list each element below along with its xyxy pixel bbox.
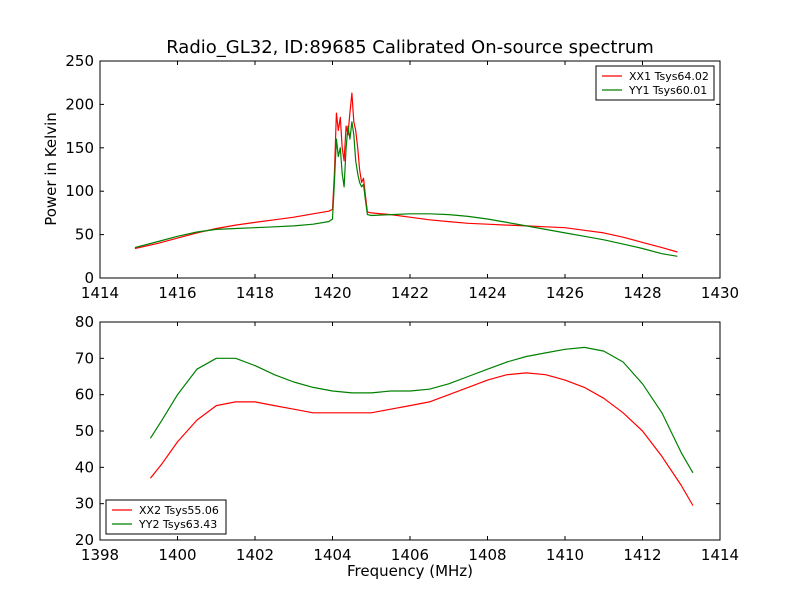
top-x-tick-label: 1422: [391, 284, 429, 302]
top-x-tick-label: 1414: [81, 284, 119, 302]
bottom-legend-box: [105, 499, 227, 535]
top-legend-box: [595, 65, 715, 101]
chart-title: Radio_GL32, ID:89685 Calibrated On-sourc…: [166, 37, 654, 58]
top-y-tick-label: 100: [65, 182, 94, 200]
bottom-series-2-line: [149, 346, 694, 474]
bottom-x-tick-label: 1400: [158, 546, 196, 564]
bottom-x-tick-label: 1398: [81, 546, 119, 564]
top-x-tick-label: 1424: [468, 284, 506, 302]
bottom-y-tick-label: 80: [75, 313, 94, 331]
bottom-y-tick-label: 20: [75, 531, 94, 549]
bottom-x-tick-label: 1410: [546, 546, 584, 564]
bottom-x-tick-label: 1412: [623, 546, 661, 564]
bottom-y-tick-label: 70: [75, 349, 94, 367]
top-x-tick-label: 1430: [701, 284, 739, 302]
bottom-series-1-line: [149, 372, 694, 506]
top-y-tick-label: 50: [75, 226, 94, 244]
bottom-legend-label-1: XX2 Tsys55.06: [139, 504, 219, 517]
bottom-x-tick-label: 1404: [313, 546, 351, 564]
top-legend-label-2: YY1 Tsys60.01: [628, 84, 707, 97]
top-panel: 1414 1416 1418 1420 1422 1424 1426 1428 1430 0 50 1…: [65, 52, 739, 302]
top-y-tick-label: 0: [84, 269, 94, 287]
bottom-x-tick-label: 1414: [701, 546, 739, 564]
bottom-legend-label-2: YY2 Tsys63.43: [138, 518, 217, 531]
bottom-panel: 1398 1400 1402 1404 1406 1408 1410 1412 1414 20 30…: [75, 313, 739, 564]
top-legend-label-1: XX1 Tsys64.02: [629, 70, 709, 83]
top-y-tick-label: 200: [65, 95, 94, 113]
bottom-x-tick-label: 1402: [236, 546, 274, 564]
bottom-x-tick-label: 1408: [468, 546, 506, 564]
bottom-y-tick-label: 40: [75, 458, 94, 476]
bottom-y-tick-label: 60: [75, 386, 94, 404]
top-series-2-line: [134, 121, 678, 257]
bottom-x-tick-label: 1406: [391, 546, 429, 564]
top-x-tick-label: 1428: [623, 284, 661, 302]
top-x-tick-label: 1420: [313, 284, 351, 302]
top-y-axis-label: Power in Kelvin: [42, 112, 60, 226]
top-x-tick-label: 1426: [546, 284, 584, 302]
top-y-tick-label: 250: [65, 52, 94, 70]
top-y-tick-label: 150: [65, 139, 94, 157]
top-x-tick-label: 1418: [236, 284, 274, 302]
bottom-y-tick-label: 30: [75, 495, 94, 513]
top-x-tick-label: 1416: [158, 284, 196, 302]
bottom-y-tick-label: 50: [75, 422, 94, 440]
top-series-1-line: [134, 92, 678, 253]
x-axis-label: Frequency (MHz): [347, 562, 473, 580]
